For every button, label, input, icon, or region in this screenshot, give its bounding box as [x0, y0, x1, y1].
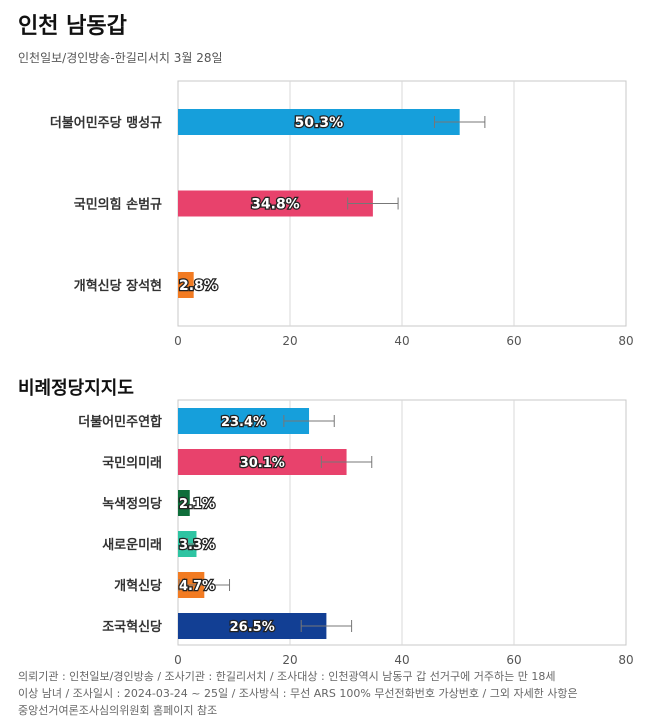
category-label: 녹색정의당 — [102, 496, 162, 512]
x-tick-label: 60 — [506, 334, 521, 348]
bar-value-label: 4.7% — [179, 579, 215, 594]
footnote-line-1: 의뢰기관 : 인천일보/경인방송 / 조사기관 : 한길리서치 / 조사대상 :… — [18, 670, 556, 683]
category-label: 새로운미래 — [102, 537, 162, 553]
bar-value-label: 3.3% — [179, 538, 215, 553]
bar-value-label: 2.1% — [179, 497, 215, 512]
bar — [178, 190, 373, 217]
x-tick-label: 80 — [618, 653, 633, 667]
bar-value-label: 50.3% — [295, 115, 344, 131]
footnote-line-2: 이상 남녀 / 조사일시 : 2024-03-24 ~ 25일 / 조사방식 :… — [18, 687, 578, 700]
bar-value-label: 23.4% — [221, 415, 266, 430]
bar — [178, 490, 190, 516]
bar — [178, 109, 460, 135]
x-tick-label: 40 — [394, 334, 409, 348]
x-tick-label: 20 — [282, 334, 297, 348]
bar-value-label: 2.8% — [179, 278, 218, 294]
bar — [178, 449, 347, 475]
x-tick-label: 40 — [394, 653, 409, 667]
party-support-title: 비례정당지지도 — [18, 378, 134, 399]
x-tick-label: 0 — [174, 653, 182, 667]
page-title: 인천 남동갑 — [18, 14, 127, 39]
category-label: 개혁신당 — [114, 578, 162, 594]
bar — [178, 272, 194, 298]
bar-value-label: 26.5% — [230, 620, 275, 635]
candidate-support-chart: 0 20 40 60 80 더불어민주당 맹성규 50.3% 국민의힘 손범규 34.8% 개혁신… — [50, 80, 634, 348]
bar-value-label: 34.8% — [251, 197, 300, 213]
category-label: 국민의힘 손범규 — [74, 197, 162, 213]
category-label: 더불어민주연합 — [78, 414, 162, 430]
party-support-chart: 0 20 40 60 80 더불어민주연합 23.4% 국민의미래 30.1% 녹색정의당 2.1%… — [78, 399, 634, 667]
category-label: 국민의미래 — [102, 455, 162, 471]
footnote-line-3: 중앙선거여론조사심의위원회 홈페이지 참조 — [18, 704, 218, 717]
category-label: 개혁신당 장석현 — [74, 278, 162, 294]
x-tick-label: 20 — [282, 653, 297, 667]
x-tick-label: 60 — [506, 653, 521, 667]
footnote: 의뢰기관 : 인천일보/경인방송 / 조사기관 : 한길리서치 / 조사대상 :… — [18, 668, 633, 719]
bar-value-label: 30.1% — [240, 456, 285, 471]
category-label: 조국혁신당 — [102, 619, 162, 635]
x-tick-label: 80 — [618, 334, 633, 348]
page-subtitle: 인천일보/경인방송-한길리서치 3월 28일 — [18, 51, 223, 65]
x-tick-label: 0 — [174, 334, 182, 348]
category-label: 더불어민주당 맹성규 — [50, 115, 162, 131]
